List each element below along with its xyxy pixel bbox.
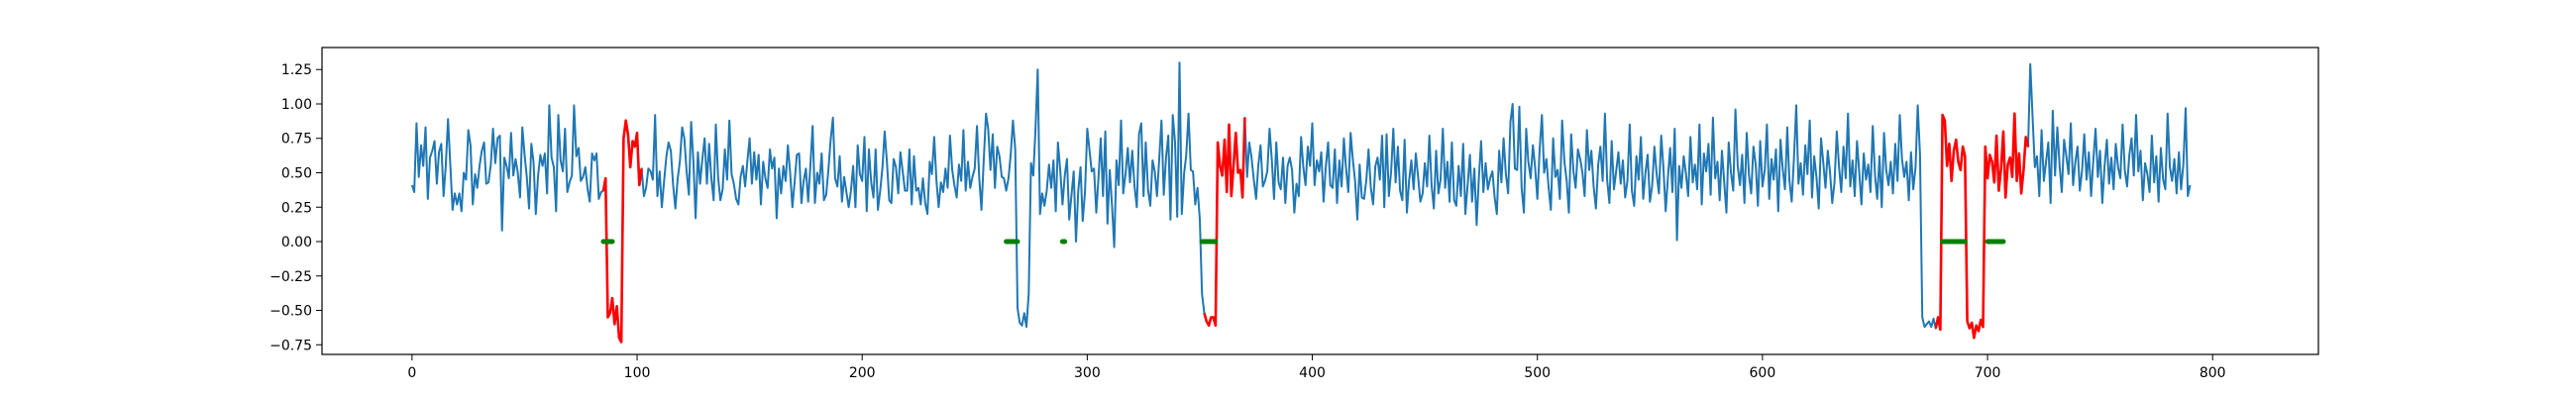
x-tick-label: 600 <box>1750 365 1776 381</box>
series-line-signal <box>410 61 2192 344</box>
y-tick-label: 0.75 <box>281 132 312 148</box>
y-tick-label: 0.00 <box>281 235 312 250</box>
x-tick-label: 700 <box>1975 365 2001 381</box>
highlighted-segment-3 <box>1934 112 2030 340</box>
x-tick-label: 100 <box>624 365 651 381</box>
y-tick-label: −0.50 <box>269 304 312 320</box>
x-tick-label: 400 <box>1299 365 1326 381</box>
x-tick-label: 0 <box>407 365 416 381</box>
highlighted-segment-1 <box>601 119 643 344</box>
x-axis: 0 100 200 300 400 500 600 700 800 <box>407 354 2226 381</box>
y-tick-label: 1.25 <box>281 62 312 78</box>
y-tick-label: −0.75 <box>269 338 312 353</box>
y-tick-label: 0.25 <box>281 200 312 216</box>
series-layer <box>410 61 2192 344</box>
x-tick-label: 800 <box>2200 365 2226 381</box>
x-tick-label: 300 <box>1074 365 1101 381</box>
plot-frame <box>321 47 2319 355</box>
x-tick-label: 500 <box>1524 365 1551 381</box>
y-tick-label: 1.00 <box>281 97 312 113</box>
x-tick-label: 200 <box>849 365 876 381</box>
y-tick-label: −0.25 <box>269 269 312 285</box>
y-tick-label: 0.50 <box>281 166 312 182</box>
y-axis: −0.75 −0.50 −0.25 0.00 0.25 0.50 0.75 1.00 1.25 <box>269 62 322 353</box>
highlighted-segment-2 <box>1203 117 1246 328</box>
